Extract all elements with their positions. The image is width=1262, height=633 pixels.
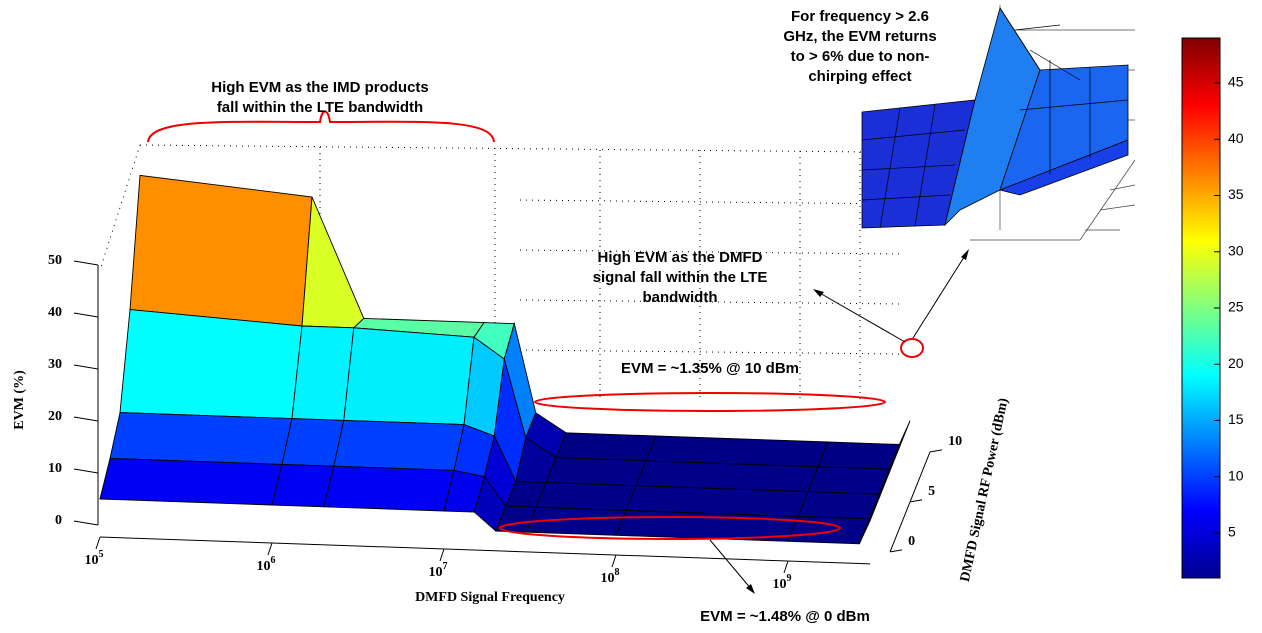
x-tick-base: 10 bbox=[85, 553, 99, 568]
z-tick bbox=[73, 468, 99, 474]
annotation: High EVM as the DMFD bbox=[597, 249, 762, 266]
colorbar-tick-label: 45 bbox=[1228, 74, 1244, 90]
annotation: to > 6% due to non- bbox=[791, 48, 930, 65]
x-tick-exponent: 7 bbox=[443, 561, 448, 572]
x-tick-label: 107 bbox=[429, 561, 448, 580]
colorbar-tick-label: 25 bbox=[1228, 299, 1244, 315]
z-tick bbox=[73, 364, 99, 370]
x-tick-label: 108 bbox=[601, 567, 620, 586]
x-tick-label: 106 bbox=[257, 555, 276, 574]
colorbar-ticks: 5 10 15 20 25 30 35 40 45 bbox=[1214, 74, 1244, 540]
colorbar-tick-label: 35 bbox=[1228, 186, 1244, 202]
annotation: EVM = ~1.48% @ 0 dBm bbox=[700, 608, 870, 625]
x-axis-label: DMFD Signal Frequency bbox=[415, 590, 565, 605]
surface-cell bbox=[343, 327, 475, 426]
annotation: fall within the LTE bandwidth bbox=[217, 99, 423, 116]
colorbar-tick-label: 20 bbox=[1228, 355, 1244, 371]
y-tick-label: 0 bbox=[908, 534, 915, 549]
x-tick bbox=[95, 536, 101, 550]
surface-cell bbox=[109, 412, 293, 465]
inset bbox=[861, 5, 1136, 241]
x-axis bbox=[99, 536, 871, 565]
y-tick-label: 5 bbox=[928, 484, 935, 499]
x-tick-exponent: 6 bbox=[271, 555, 276, 566]
z-tick bbox=[73, 312, 99, 318]
x-tick bbox=[267, 542, 273, 556]
x-tick-exponent: 9 bbox=[787, 573, 792, 584]
y-tick-label: 10 bbox=[948, 434, 962, 449]
x-tick bbox=[783, 560, 789, 574]
surface-cell bbox=[119, 309, 303, 420]
surface bbox=[99, 174, 911, 545]
colorbar-tick-label: 10 bbox=[1228, 467, 1244, 483]
z-tick bbox=[73, 416, 99, 422]
x-tick bbox=[439, 548, 445, 562]
annotation: For frequency > 2.6 bbox=[791, 8, 929, 25]
z-tick-label: 50 bbox=[48, 253, 62, 268]
surface-cell bbox=[301, 196, 365, 329]
colorbar bbox=[1181, 37, 1221, 579]
x-tick-base: 10 bbox=[257, 559, 271, 574]
annotation: bandwidth bbox=[643, 289, 718, 306]
surface-cell bbox=[129, 174, 313, 327]
colorbar-tick-label: 5 bbox=[1228, 524, 1236, 540]
z-tick bbox=[73, 260, 99, 266]
surface-cell bbox=[99, 457, 283, 506]
z-axis-label: EVM (%) bbox=[12, 370, 27, 430]
z-tick-label: 10 bbox=[48, 461, 62, 476]
surface-cell bbox=[807, 466, 891, 495]
surface-cell bbox=[333, 419, 465, 471]
annotation: chirping effect bbox=[808, 68, 911, 85]
annotation: High EVM as the IMD products bbox=[211, 79, 429, 96]
callouts bbox=[147, 110, 969, 594]
annotation: signal fall within the LTE bbox=[593, 269, 768, 286]
surface-cell bbox=[797, 491, 881, 520]
x-tick-exponent: 8 bbox=[615, 567, 620, 578]
x-tick-base: 10 bbox=[601, 571, 615, 586]
colorbar-tick-label: 30 bbox=[1228, 242, 1244, 258]
surface-cell bbox=[323, 465, 455, 512]
surface-cell bbox=[535, 482, 637, 511]
surface-cell bbox=[271, 463, 335, 508]
x-tick-exponent: 5 bbox=[99, 549, 104, 560]
annotation: GHz, the EVM returns bbox=[783, 28, 936, 45]
annotations: High EVM as the IMD products fall within … bbox=[211, 8, 936, 625]
z-tick-label: 20 bbox=[48, 409, 62, 424]
z-tick-label: 40 bbox=[48, 305, 62, 320]
x-tick-label: 109 bbox=[773, 573, 792, 592]
surface-cell bbox=[858, 495, 881, 544]
surface-cell bbox=[545, 457, 647, 487]
x-tick-label: 105 bbox=[85, 549, 104, 568]
y-tick bbox=[889, 549, 903, 553]
annotation: EVM = ~1.35% @ 10 dBm bbox=[621, 360, 799, 377]
surface-cell bbox=[555, 432, 657, 462]
y-tick bbox=[929, 449, 943, 453]
z-tick-label: 0 bbox=[55, 513, 62, 528]
surface-cell bbox=[291, 325, 355, 421]
y-tick bbox=[909, 499, 923, 503]
z-tick bbox=[73, 520, 99, 526]
surface-cell bbox=[281, 418, 345, 467]
x-tick bbox=[611, 554, 617, 568]
x-tick-base: 10 bbox=[773, 577, 787, 592]
z-tick-label: 30 bbox=[48, 357, 62, 372]
colorbar-tick-label: 15 bbox=[1228, 411, 1244, 427]
surface-cell bbox=[817, 441, 901, 470]
colorbar-tick-label: 40 bbox=[1228, 130, 1244, 146]
y-axis-label: DMFD Signal RF Power (dBm) bbox=[958, 396, 1012, 583]
x-tick-base: 10 bbox=[429, 565, 443, 580]
